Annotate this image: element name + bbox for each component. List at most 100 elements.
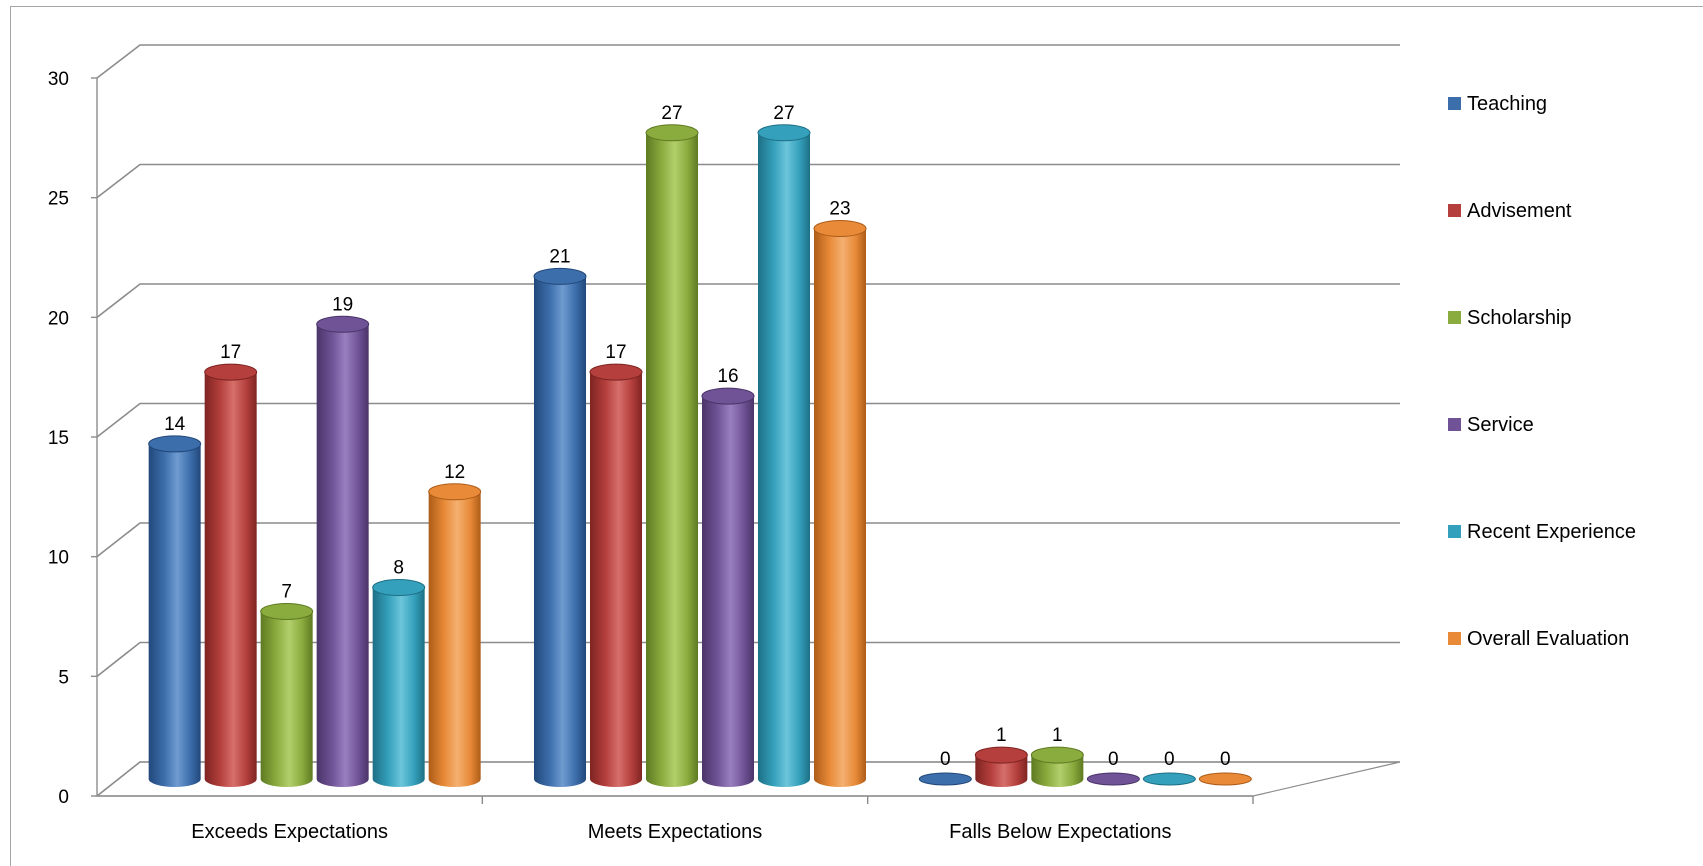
bar-scholarship-exceeds-expectations	[260, 602, 314, 787]
bar-body	[316, 324, 369, 787]
bar-cap	[918, 772, 972, 786]
bar-body	[702, 396, 754, 787]
bar-service-exceeds-expectations	[316, 315, 370, 787]
data-label: 1	[1052, 725, 1063, 746]
bar-body	[1031, 755, 1084, 787]
bar-cap	[974, 746, 1028, 764]
data-label: 0	[1108, 749, 1119, 770]
gridline	[96, 402, 1400, 438]
data-label: 14	[164, 414, 186, 435]
gridlines	[96, 44, 1400, 797]
legend: Teaching Advisement Scholarship Service Rece…	[1448, 93, 1636, 650]
bar-cap	[645, 124, 699, 142]
bar-service-meets-expectations	[701, 387, 755, 787]
y-tick-label: 5	[58, 667, 69, 688]
legend-label: Recent Experience	[1467, 521, 1636, 543]
bars	[148, 124, 1252, 788]
bar-advisement-exceeds-expectations	[204, 363, 258, 787]
legend-swatch	[1448, 525, 1461, 538]
legend-item-recent-experience: Recent Experience	[1448, 521, 1636, 543]
y-tick-label: 10	[48, 548, 69, 569]
gridline	[96, 641, 1400, 677]
y-tick-label: 25	[48, 189, 69, 210]
bar-teaching-meets-expectations	[533, 267, 587, 787]
data-label: 19	[332, 294, 353, 315]
bar-teaching-exceeds-expectations	[148, 435, 202, 787]
gridline	[96, 163, 1400, 199]
legend-swatch	[1448, 632, 1461, 645]
x-axis-categories: Exceeds Expectations Meets Expectations Fa…	[191, 796, 1254, 843]
bar-body	[148, 443, 201, 787]
bar-overall-evaluation-meets-expectations	[813, 220, 867, 788]
bar-recent-experience-meets-expectations	[757, 124, 811, 788]
legend-item-service: Service	[1448, 414, 1534, 436]
legend-item-teaching: Teaching	[1448, 93, 1547, 115]
bar-cap	[428, 483, 482, 501]
data-label: 7	[281, 581, 292, 602]
x-category-label: Exceeds Expectations	[191, 821, 388, 843]
bar-cap	[589, 363, 643, 381]
bar-advisement-meets-expectations	[589, 363, 643, 787]
data-label: 27	[773, 103, 794, 124]
legend-item-advisement: Advisement	[1448, 200, 1572, 222]
legend-label: Service	[1467, 414, 1534, 436]
legend-label: Scholarship	[1467, 307, 1572, 329]
legend-item-scholarship: Scholarship	[1448, 307, 1572, 329]
bar-cap	[148, 435, 202, 453]
y-tick-label: 15	[48, 428, 69, 449]
data-labels: 14 17 7 19 8 12 21 17 27 16 27 23 0 1 1 0 0 0	[164, 103, 1231, 770]
bar-service-falls-below-expectations	[1086, 772, 1140, 786]
bar-cap	[1198, 772, 1252, 786]
bar-scholarship-meets-expectations	[645, 124, 699, 788]
bar-body	[204, 372, 257, 787]
bar-cap	[533, 267, 587, 285]
legend-swatch	[1448, 204, 1461, 217]
legend-label: Advisement	[1467, 200, 1572, 222]
legend-swatch	[1448, 97, 1461, 110]
chart-frame	[10, 6, 1703, 866]
bar-body	[372, 587, 425, 787]
bar-cap	[1086, 772, 1140, 786]
data-label: 17	[220, 342, 241, 363]
data-label: 1	[996, 725, 1007, 746]
data-label: 21	[549, 246, 570, 267]
data-label: 27	[661, 103, 682, 124]
legend-swatch	[1448, 418, 1461, 431]
x-category-label: Meets Expectations	[588, 821, 763, 843]
bar-body	[534, 276, 586, 787]
legend-label: Overall Evaluation	[1467, 628, 1629, 650]
bar-body	[260, 611, 313, 787]
data-label: 0	[940, 749, 951, 770]
bar-recent-experience-exceeds-expectations	[372, 579, 426, 787]
bar-overall-evaluation-falls-below-expectations	[1198, 772, 1252, 786]
bar-cap	[701, 387, 755, 405]
bar-cap	[372, 579, 426, 597]
bar-scholarship-falls-below-expectations	[1030, 746, 1084, 787]
legend-swatch	[1448, 311, 1461, 324]
y-tick-label: 30	[48, 69, 69, 90]
bar-teaching-falls-below-expectations	[918, 772, 972, 786]
bar-cap	[813, 220, 867, 238]
bar-recent-experience-falls-below-expectations	[1142, 772, 1196, 786]
data-label: 0	[1164, 749, 1175, 770]
data-label: 12	[444, 462, 465, 483]
legend-item-overall-evaluation: Overall Evaluation	[1448, 628, 1629, 650]
bar-overall-evaluation-exceeds-expectations	[428, 483, 482, 787]
gridline	[96, 44, 1400, 79]
gridline	[96, 283, 1400, 318]
legend-label: Teaching	[1467, 93, 1547, 115]
y-axis-ticks: 0 5 10 15 20 25 30	[48, 69, 97, 808]
data-label: 0	[1220, 749, 1231, 770]
bar-body	[646, 132, 698, 788]
bar-body	[590, 372, 642, 787]
bar-body	[975, 755, 1028, 787]
bar-cap	[757, 124, 811, 142]
bar-cap	[1142, 772, 1196, 786]
bar-cap	[316, 315, 370, 333]
bar-body	[428, 491, 481, 787]
bar-body	[814, 228, 866, 788]
bar-cap	[1030, 746, 1084, 764]
y-tick-label: 20	[48, 308, 69, 329]
bar-advisement-falls-below-expectations	[974, 746, 1028, 787]
